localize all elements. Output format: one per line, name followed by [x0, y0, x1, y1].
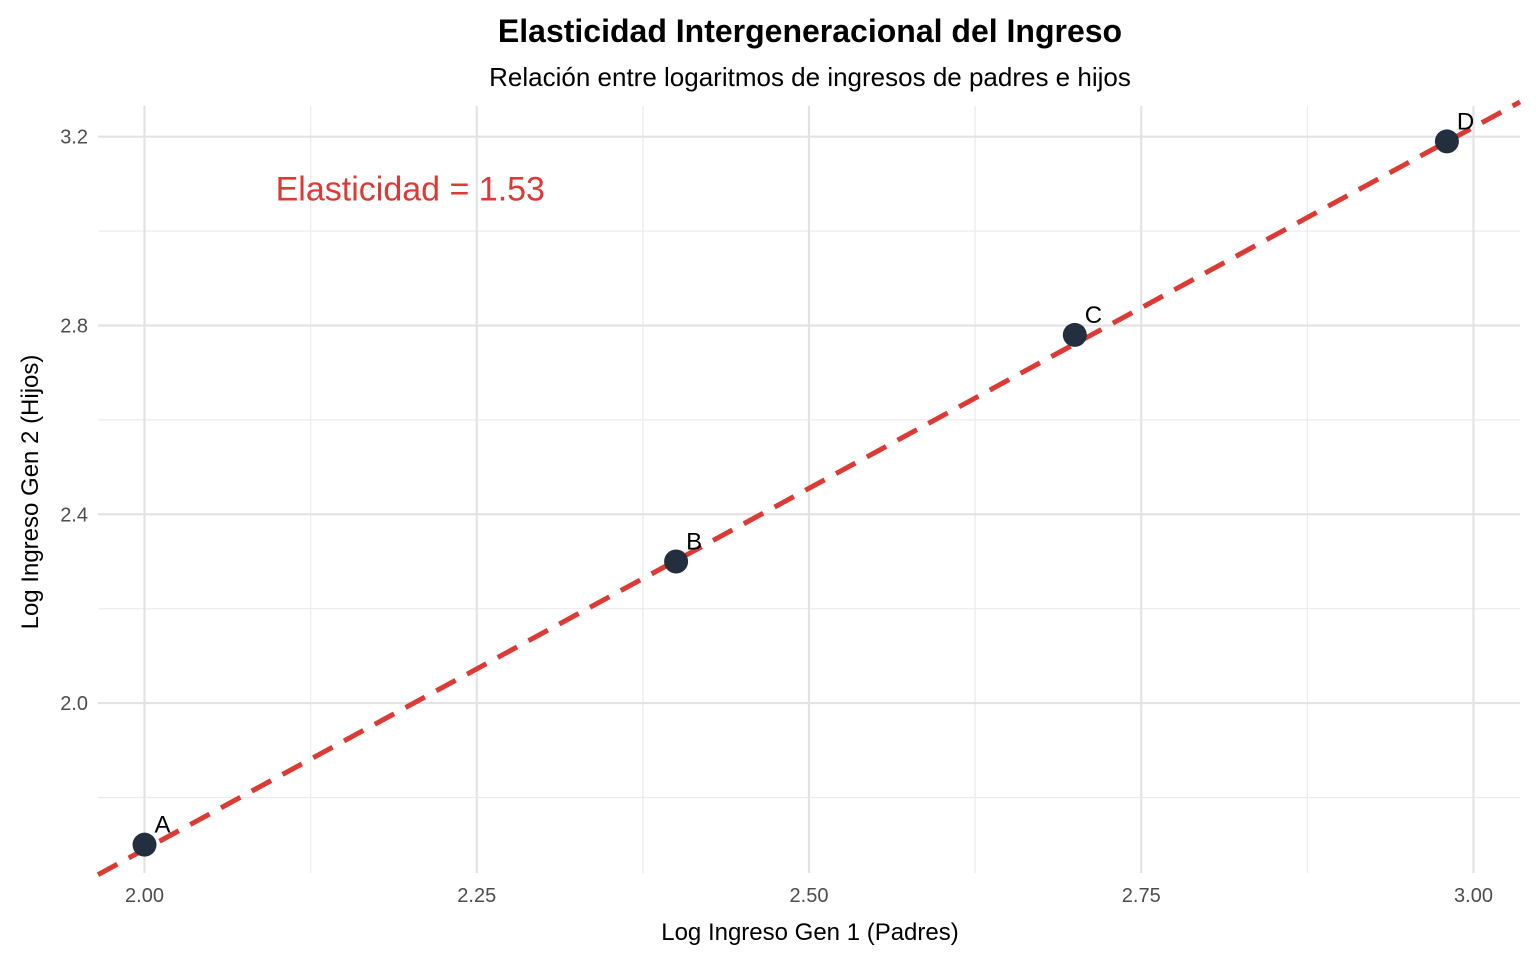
x-axis-title: Log Ingreso Gen 1 (Padres): [661, 919, 959, 946]
fit-line-group: [96, 99, 1522, 877]
x-axis-ticks: 2.00 2.25 2.50 2.75 3.00: [125, 885, 1493, 907]
y-tick-label: 2.4: [60, 504, 88, 526]
chart-subtitle: Relación entre logaritmos de ingresos de…: [489, 62, 1131, 92]
point-label: A: [155, 812, 171, 839]
x-tick-label: 2.25: [457, 885, 496, 907]
point-label: C: [1085, 302, 1102, 329]
y-axis-title: Log Ingreso Gen 2 (Hijos): [17, 355, 44, 630]
y-axis-ticks: 2.0 2.4 2.8 3.2: [60, 127, 88, 715]
data-point: [132, 832, 157, 857]
chart-title: Elasticidad Intergeneracional del Ingres…: [498, 13, 1122, 49]
y-tick-label: 2.0: [60, 693, 88, 715]
y-tick-label: 2.8: [60, 315, 88, 337]
data-point: [1434, 129, 1459, 154]
data-points: A B C D: [132, 108, 1474, 857]
point-label: B: [686, 528, 702, 555]
fit-line: [96, 99, 1522, 877]
point-label: D: [1457, 108, 1474, 135]
x-tick-label: 2.75: [1122, 885, 1161, 907]
data-point: [1062, 322, 1087, 347]
y-tick-label: 3.2: [60, 127, 88, 149]
data-point: [664, 549, 689, 574]
elasticity-annotation: Elasticidad = 1.53: [276, 171, 545, 209]
x-tick-label: 2.50: [790, 885, 829, 907]
major-gridlines: [98, 106, 1520, 873]
x-tick-label: 2.00: [125, 885, 164, 907]
x-tick-label: 3.00: [1454, 885, 1493, 907]
